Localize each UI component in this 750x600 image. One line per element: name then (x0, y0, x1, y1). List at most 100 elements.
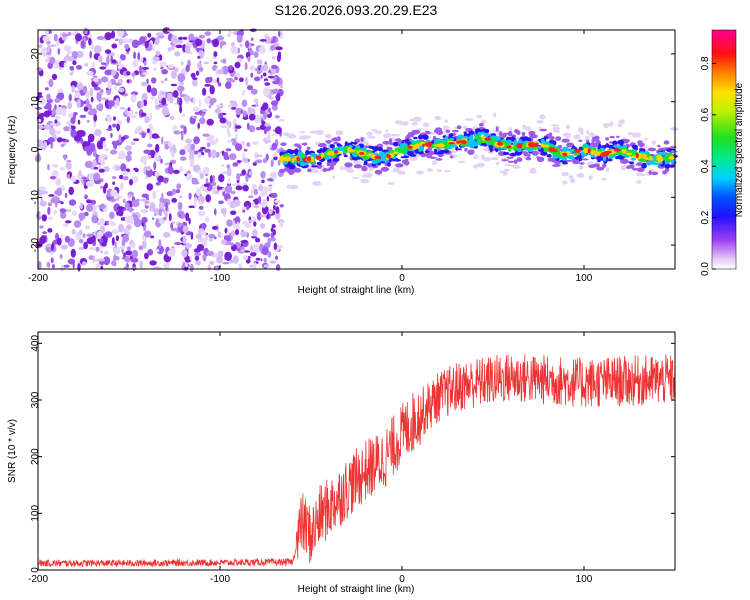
noise-blob (144, 252, 149, 260)
noise-blob (231, 42, 235, 47)
y-tick-label: 20 (30, 48, 41, 60)
noise-blob (254, 76, 261, 82)
noise-blob (132, 138, 140, 142)
noise-blob (161, 136, 164, 145)
noise-blob (216, 255, 223, 264)
noise-blob (266, 196, 270, 202)
signal-blob (316, 161, 322, 165)
noise-blob (171, 144, 176, 153)
noise-blob (259, 223, 266, 229)
noise-blob (229, 153, 237, 161)
noise-blob (263, 264, 270, 268)
signal-blob (522, 124, 527, 130)
noise-blob (192, 77, 198, 80)
noise-blob (155, 181, 161, 186)
noise-blob (40, 47, 48, 55)
noise-blob (93, 45, 102, 54)
noise-blob (229, 80, 236, 83)
noise-blob (276, 54, 281, 63)
signal-blob (294, 148, 299, 153)
signal-blob (296, 156, 301, 162)
noise-blob (103, 250, 109, 255)
signal-blob (395, 138, 402, 142)
noise-blob (209, 98, 215, 106)
noise-blob (198, 205, 204, 210)
signal-blob (596, 155, 602, 161)
noise-blob (279, 204, 285, 208)
noise-blob (204, 31, 212, 36)
signal-blob (596, 166, 605, 171)
signal-blob (433, 152, 440, 155)
noise-blob (267, 239, 271, 248)
signal-blob (279, 158, 285, 163)
signal-blob (669, 146, 677, 149)
signal-blob (578, 139, 583, 142)
noise-blob (201, 113, 205, 118)
noise-blob (179, 87, 183, 96)
signal-blob (340, 166, 344, 171)
signal-blob (588, 164, 596, 168)
noise-blob (180, 81, 184, 86)
signal-blob (350, 141, 354, 145)
signal-blob (433, 148, 438, 153)
noise-blob (137, 52, 141, 61)
noise-blob (202, 254, 207, 262)
signal-blob (329, 144, 336, 149)
noise-blob (114, 85, 117, 91)
noise-blob (77, 263, 81, 272)
noise-blob (44, 57, 51, 63)
noise-blob (150, 87, 158, 97)
noise-blob (114, 241, 117, 247)
noise-blob (122, 38, 130, 44)
signal-blob (431, 160, 438, 166)
signal-blob (533, 142, 539, 147)
noise-blob (269, 237, 276, 242)
noise-blob (40, 196, 43, 203)
noise-blob (197, 169, 202, 175)
noise-blob (223, 151, 229, 161)
noise-blob (55, 106, 64, 116)
noise-blob (262, 158, 268, 164)
signal-blob (669, 156, 675, 159)
signal-blob (380, 166, 390, 172)
noise-blob (47, 216, 54, 220)
noise-blob (38, 112, 47, 117)
noise-blob (144, 116, 150, 124)
noise-blob (241, 169, 246, 176)
noise-blob (270, 227, 274, 232)
signal-blob (578, 165, 584, 170)
signal-blob (334, 150, 339, 154)
noise-blob (50, 257, 54, 264)
signal-blob (436, 169, 442, 173)
signal-blob (434, 115, 442, 121)
signal-blob (632, 132, 641, 138)
signal-blob (360, 137, 364, 142)
signal-blob (588, 132, 596, 138)
noise-blob (174, 242, 182, 245)
noise-blob (110, 132, 113, 139)
noise-blob (197, 61, 202, 69)
signal-blob (507, 130, 513, 137)
noise-blob (110, 221, 115, 225)
signal-blob (393, 141, 399, 147)
noise-blob (224, 251, 233, 261)
noise-blob (192, 106, 200, 112)
signal-blob (582, 149, 589, 154)
noise-blob (178, 195, 183, 199)
signal-blob (495, 126, 499, 132)
signal-blob (617, 139, 625, 145)
noise-blob (193, 136, 200, 145)
noise-blob (204, 84, 212, 87)
noise-blob (67, 32, 72, 36)
noise-blob (170, 83, 178, 87)
signal-blob (669, 164, 676, 168)
noise-blob (156, 104, 164, 108)
noise-blob (246, 142, 251, 148)
noise-blob (246, 122, 250, 130)
noise-blob (125, 154, 132, 162)
noise-blob (154, 171, 160, 176)
signal-blob (608, 121, 614, 127)
signal-blob (591, 139, 600, 142)
noise-blob (70, 248, 76, 258)
noise-blob (243, 250, 250, 253)
